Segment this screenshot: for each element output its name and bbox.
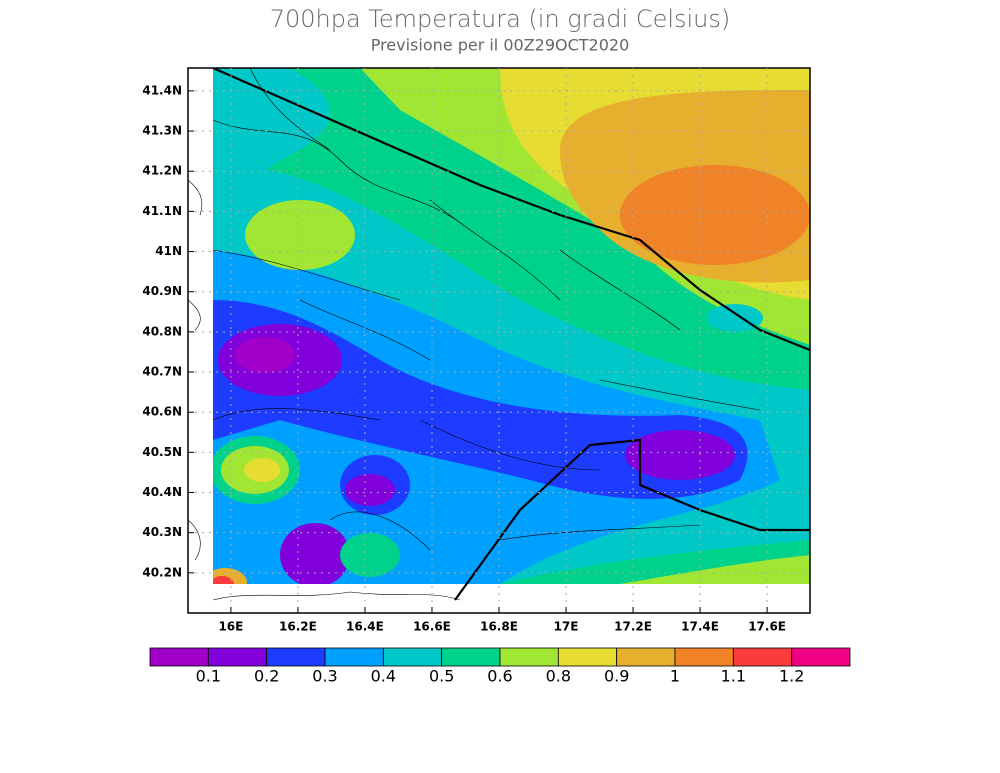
colorbar-label: 0.9 — [604, 667, 629, 686]
colorbar-label: 0.1 — [196, 667, 221, 686]
colorbar-label: 0.5 — [429, 667, 454, 686]
colorbar-label: 0.6 — [487, 667, 512, 686]
colorbar-label: 0.2 — [254, 667, 279, 686]
y-tick-label: 40.6N — [142, 405, 182, 419]
colorbar-box — [266, 647, 326, 667]
colorbar-box — [674, 647, 734, 667]
y-tick-label: 41N — [155, 244, 182, 258]
colorbar-box — [382, 647, 443, 667]
y-tick-label: 40.8N — [142, 324, 182, 338]
colorbar-box — [441, 647, 501, 667]
colorbar-label: 1.1 — [721, 667, 746, 686]
y-tick-label: 41.3N — [142, 124, 182, 138]
colorbar-box — [207, 647, 268, 667]
colorbar-label: 0.8 — [546, 667, 571, 686]
x-tick-label: 16.4E — [346, 620, 384, 634]
y-tick-label: 40.9N — [142, 284, 182, 298]
colorbar-label: 0.3 — [312, 667, 337, 686]
colorbar-box — [149, 647, 209, 667]
colorbar-box — [557, 647, 618, 667]
x-tick-label: 17E — [554, 620, 579, 634]
colorbar-box — [499, 647, 559, 667]
colorbar-label: 0.4 — [371, 667, 396, 686]
subtitle: Previsione per il 00Z29OCT2020 — [371, 36, 630, 55]
temperature-field — [188, 68, 810, 613]
colorbar-box — [324, 647, 384, 667]
x-tick-label: 16.2E — [279, 620, 317, 634]
y-tick-label: 41.4N — [142, 83, 182, 97]
colorbar-label: 1.2 — [779, 667, 804, 686]
title: 700hpa Temperatura (in gradi Celsius) — [270, 5, 731, 33]
x-tick-label: 17.6E — [748, 620, 786, 634]
colorbar-label: 1 — [670, 667, 680, 686]
x-tick-label: 16E — [218, 620, 243, 634]
y-tick-label: 41.2N — [142, 164, 182, 178]
x-tick-label: 17.2E — [614, 620, 652, 634]
y-tick-label: 40.7N — [142, 365, 182, 379]
x-tick-label: 17.4E — [681, 620, 719, 634]
y-tick-label: 40.5N — [142, 445, 182, 459]
axes: 16E 16.2E 16.4E 16.6E 16.8E 17E 17.2E 17.4E 17.6… — [142, 68, 810, 634]
x-tick-label: 16.8E — [480, 620, 518, 634]
colorbar-box — [616, 647, 676, 667]
y-tick-label: 40.2N — [142, 565, 182, 579]
colorbar-box — [791, 647, 851, 667]
y-tick-label: 40.4N — [142, 485, 182, 499]
x-tick-label: 16.6E — [413, 620, 451, 634]
colorbar: 0.1 0.2 0.3 0.4 0.5 0.6 0.8 0.9 1 1.1 1.2 — [149, 647, 851, 686]
y-tick-label: 40.3N — [142, 525, 182, 539]
y-tick-label: 41.1N — [142, 204, 182, 218]
colorbar-box — [732, 647, 793, 667]
